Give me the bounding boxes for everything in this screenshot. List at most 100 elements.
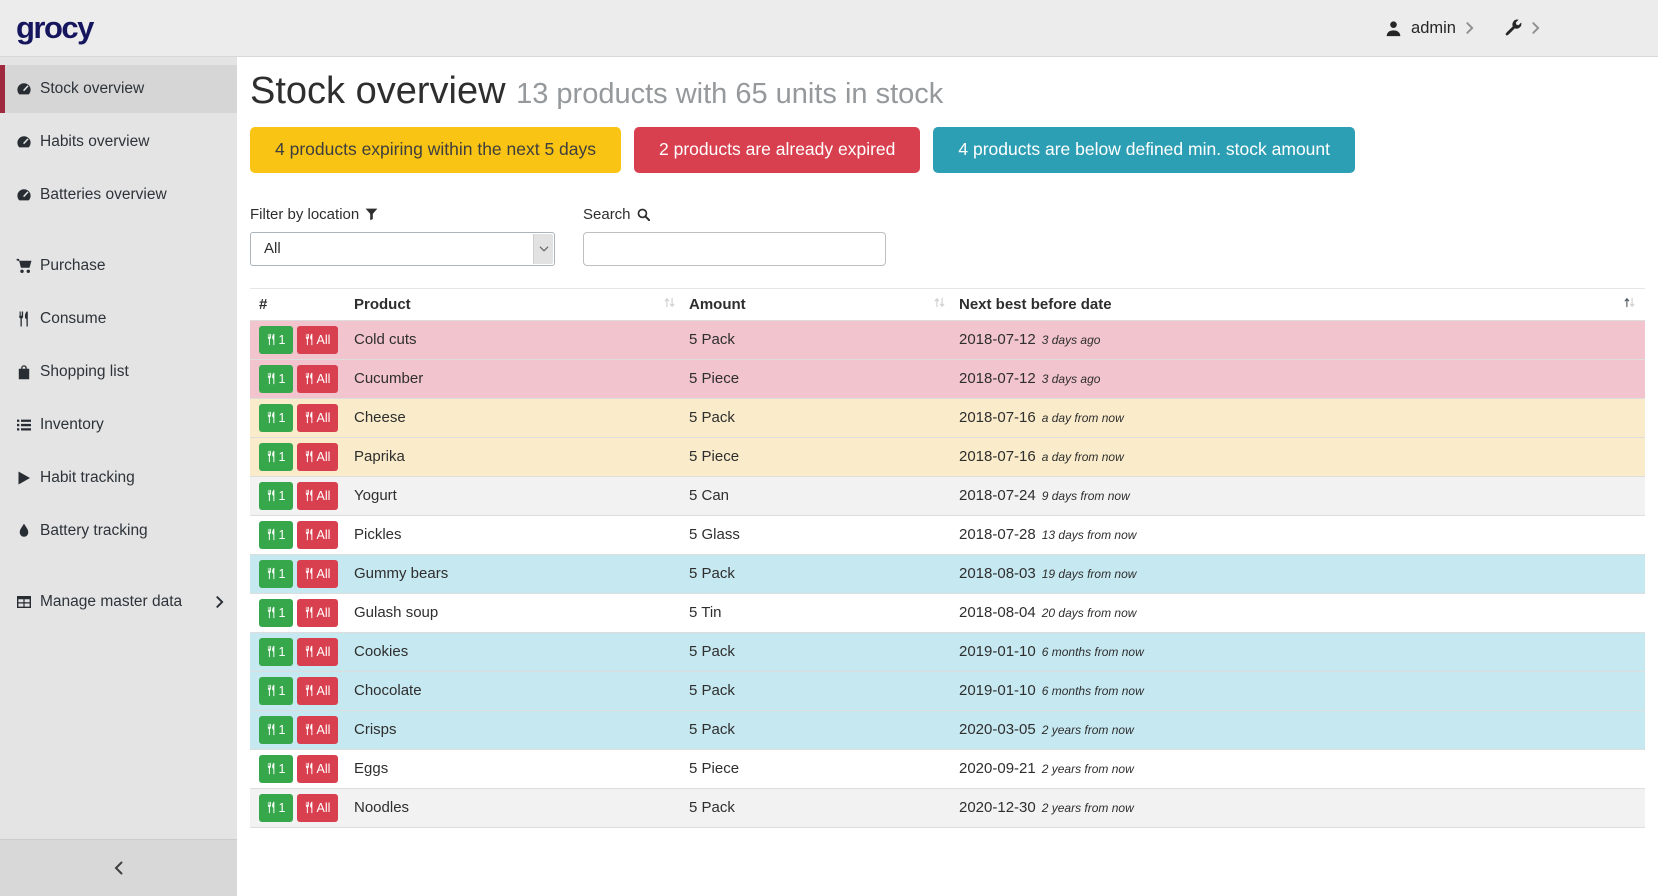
consume-all-button[interactable]: All bbox=[297, 560, 338, 588]
settings-menu[interactable] bbox=[1504, 19, 1540, 37]
consume-one-button[interactable]: 1 bbox=[259, 404, 293, 432]
consume-all-button[interactable]: All bbox=[297, 794, 338, 822]
table-row: 1AllCucumber5 Piece2018-07-123 days ago bbox=[250, 359, 1645, 398]
column-header-product[interactable]: Product bbox=[350, 288, 685, 320]
consume-all-button[interactable]: All bbox=[297, 638, 338, 666]
consume-all-button[interactable]: All bbox=[297, 521, 338, 549]
consume-one-button[interactable]: 1 bbox=[259, 599, 293, 627]
best-before-cell: 2018-07-249 days from now bbox=[955, 476, 1645, 515]
sidebar-item-label: Purchase bbox=[40, 257, 105, 275]
column-header-amount[interactable]: Amount bbox=[685, 288, 955, 320]
sort-icon[interactable] bbox=[663, 296, 676, 313]
utensils-icon bbox=[267, 762, 276, 775]
search-label: Search bbox=[583, 206, 888, 223]
utensils-icon bbox=[305, 333, 314, 346]
utensils-icon bbox=[267, 801, 276, 814]
table-row: 1AllCold cuts5 Pack2018-07-123 days ago bbox=[250, 320, 1645, 359]
best-before-cell: 2020-03-052 years from now bbox=[955, 710, 1645, 749]
bag-icon bbox=[16, 364, 32, 380]
consume-all-button[interactable]: All bbox=[297, 326, 338, 354]
alert-expiring-button[interactable]: 4 products expiring within the next 5 da… bbox=[250, 127, 621, 173]
amount-cell: 5 Pack bbox=[685, 671, 955, 710]
user-icon bbox=[1385, 20, 1402, 37]
sidebar-item-inventory[interactable]: Inventory bbox=[0, 401, 237, 449]
page-title: Stock overview 13 products with 65 units… bbox=[250, 70, 1645, 114]
utensils-icon bbox=[267, 606, 276, 619]
topbar: grocy admin bbox=[0, 0, 1658, 57]
consume-one-button[interactable]: 1 bbox=[259, 755, 293, 783]
consume-all-button[interactable]: All bbox=[297, 677, 338, 705]
user-menu[interactable]: admin bbox=[1385, 19, 1474, 38]
chevron-right-icon bbox=[1531, 21, 1540, 35]
best-before-cell: 2018-07-16a day from now bbox=[955, 398, 1645, 437]
consume-one-button[interactable]: 1 bbox=[259, 560, 293, 588]
consume-one-button[interactable]: 1 bbox=[259, 482, 293, 510]
sort-icon-active-asc[interactable] bbox=[1623, 296, 1636, 313]
sort-icon[interactable] bbox=[933, 296, 946, 313]
utensils-icon bbox=[16, 311, 32, 327]
chevron-right-icon bbox=[215, 595, 224, 609]
consume-all-button[interactable]: All bbox=[297, 404, 338, 432]
sidebar-item-purchase[interactable]: Purchase bbox=[0, 242, 237, 290]
column-header-best-before[interactable]: Next best before date bbox=[955, 288, 1645, 320]
sidebar-item-battery-tracking[interactable]: Battery tracking bbox=[0, 507, 237, 555]
table-row: 1AllYogurt5 Can2018-07-249 days from now bbox=[250, 476, 1645, 515]
alert-below-min-button[interactable]: 4 products are below defined min. stock … bbox=[933, 127, 1355, 173]
sidebar-collapse-button[interactable] bbox=[0, 839, 237, 896]
cart-icon bbox=[16, 258, 32, 274]
main-content: Stock overview 13 products with 65 units… bbox=[237, 57, 1658, 896]
utensils-icon bbox=[305, 645, 314, 658]
chevron-down-icon[interactable] bbox=[533, 234, 553, 264]
utensils-icon bbox=[305, 411, 314, 424]
alert-expired-button[interactable]: 2 products are already expired bbox=[634, 127, 920, 173]
best-before-cell: 2020-12-302 years from now bbox=[955, 788, 1645, 827]
utensils-icon bbox=[305, 528, 314, 541]
consume-one-button[interactable]: 1 bbox=[259, 716, 293, 744]
consume-one-button[interactable]: 1 bbox=[259, 638, 293, 666]
sidebar-item-label: Inventory bbox=[40, 416, 104, 434]
amount-cell: 5 Can bbox=[685, 476, 955, 515]
page-title-text: Stock overview bbox=[250, 70, 506, 112]
consume-all-button[interactable]: All bbox=[297, 716, 338, 744]
utensils-icon bbox=[267, 528, 276, 541]
product-cell: Paprika bbox=[350, 437, 685, 476]
utensils-icon bbox=[305, 762, 314, 775]
sidebar-item-habit-tracking[interactable]: Habit tracking bbox=[0, 454, 237, 502]
consume-all-button[interactable]: All bbox=[297, 599, 338, 627]
consume-all-button[interactable]: All bbox=[297, 482, 338, 510]
consume-one-button[interactable]: 1 bbox=[259, 365, 293, 393]
consume-one-button[interactable]: 1 bbox=[259, 326, 293, 354]
search-input[interactable] bbox=[583, 232, 886, 266]
sidebar-item-stock-overview[interactable]: Stock overview bbox=[0, 65, 237, 113]
sidebar-item-label: Stock overview bbox=[40, 80, 144, 98]
sidebar-item-habits-overview[interactable]: Habits overview bbox=[0, 118, 237, 166]
best-before-cell: 2019-01-106 months from now bbox=[955, 632, 1645, 671]
consume-one-button[interactable]: 1 bbox=[259, 677, 293, 705]
consume-one-button[interactable]: 1 bbox=[259, 443, 293, 471]
consume-one-button[interactable]: 1 bbox=[259, 521, 293, 549]
consume-all-button[interactable]: All bbox=[297, 443, 338, 471]
utensils-icon bbox=[267, 372, 276, 385]
sidebar-item-consume[interactable]: Consume bbox=[0, 295, 237, 343]
location-select[interactable]: All bbox=[250, 232, 555, 266]
product-cell: Eggs bbox=[350, 749, 685, 788]
utensils-icon bbox=[267, 567, 276, 580]
sidebar-item-batteries-overview[interactable]: Batteries overview bbox=[0, 171, 237, 219]
sidebar-item-manage-master-data[interactable]: Manage master data bbox=[0, 578, 237, 626]
consume-one-button[interactable]: 1 bbox=[259, 794, 293, 822]
product-cell: Gummy bears bbox=[350, 554, 685, 593]
filter-by-location-label: Filter by location bbox=[250, 206, 555, 223]
sidebar-item-label: Habits overview bbox=[40, 133, 149, 151]
page-subtitle: 13 products with 65 units in stock bbox=[516, 78, 943, 110]
app-logo[interactable]: grocy bbox=[16, 10, 93, 46]
sidebar-item-label: Batteries overview bbox=[40, 186, 167, 204]
consume-all-button[interactable]: All bbox=[297, 365, 338, 393]
amount-cell: 5 Glass bbox=[685, 515, 955, 554]
best-before-cell: 2019-01-106 months from now bbox=[955, 671, 1645, 710]
sidebar-item-shopping-list[interactable]: Shopping list bbox=[0, 348, 237, 396]
consume-all-button[interactable]: All bbox=[297, 755, 338, 783]
amount-cell: 5 Pack bbox=[685, 398, 955, 437]
best-before-cell: 2018-08-0420 days from now bbox=[955, 593, 1645, 632]
table-row: 1AllGummy bears5 Pack2018-08-0319 days f… bbox=[250, 554, 1645, 593]
play-icon bbox=[16, 470, 32, 486]
